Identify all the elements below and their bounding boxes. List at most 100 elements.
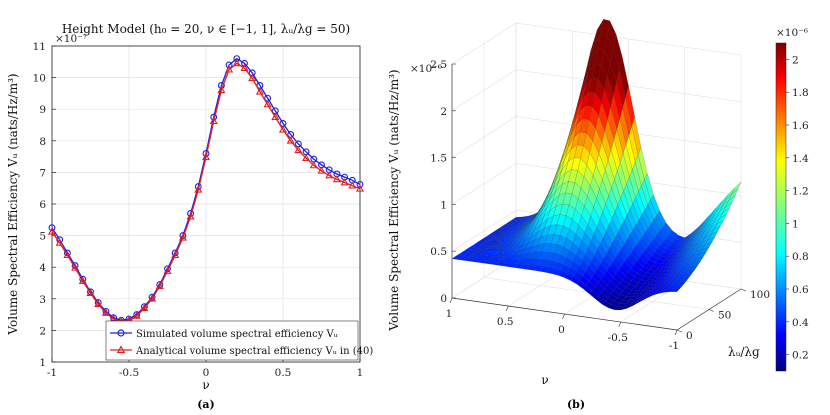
y-tick-label: 11 [33,41,46,53]
data-point-analytical [78,276,87,284]
x-tick-label: -0.5 [119,367,139,379]
data-point-analytical [186,212,195,220]
z-exponent: ×10⁻⁶ [410,63,442,75]
data-point-analytical [178,233,187,241]
nu-tick-mark [449,297,453,304]
nu-axis-label: ν [541,373,548,387]
colorbar-exponent: ×10⁻⁶ [776,27,808,39]
x-tick-label: 1 [357,367,364,379]
data-point-analytical [94,299,103,308]
y-tick-label: 5 [39,231,46,243]
data-point-analytical [132,311,141,319]
data-point-analytical [225,65,234,73]
data-point-simulated [102,307,110,315]
colorbar-tick-label: 0.6 [792,284,809,296]
z-tick-label: 0 [440,293,447,305]
data-point-simulated [156,281,164,289]
data-point-analytical [55,238,64,246]
colorbar-tick-label: 1.4 [792,153,809,165]
left-chart: Height Model (h₀ = 20, ν ∈ [−1, 1], λᵤ/λ… [6,22,373,411]
colorbar-gradient [775,42,787,372]
colorbar-tick-label: 2 [792,54,799,66]
y-tick-label: 8 [39,136,46,148]
data-point-simulated [356,180,364,188]
colorbar: 0.2 0.4 0.6 0.8 1 1.2 1.4 1.6 1.8 2 ×10⁻⁶ [775,27,809,372]
right-chart: 0 0.5 1 1.5 2 2.5 1 0.5 0 -0.5 -1 0 50 100 ×10⁻⁶ Vo… [387,19,770,411]
y-tick-label: 10 [33,73,46,85]
caption-a: (a) [197,398,215,411]
colorbar-tick-label: 0.8 [792,251,809,263]
ratio-tick-label: 0 [686,330,693,342]
z-tick-label: 0.5 [430,246,447,258]
left-x-ticks: -1 -0.5 0 0.5 1 [47,358,363,379]
colorbar-tick-label: 1.2 [792,186,809,198]
ratio-tick-mark [676,329,683,333]
surface-patch [670,288,681,292]
ratio-axis-label: λᵤ/λɡ [728,345,760,359]
nu-tick-mark [618,321,622,328]
data-point-analytical [271,112,280,120]
y-tick-label: 9 [39,104,46,116]
nu-tick-mark [562,313,565,320]
data-point-analytical [155,281,164,290]
z-axis-label: Volume Spectral Efficiency Vᵤ (nats/Hz/m… [387,69,401,331]
legend-label-analytical: Analytical volume spectral efficiency Vᵤ… [135,346,373,357]
data-point-analytical [140,303,149,312]
y-tick-label: 6 [39,199,46,211]
nu-tick-label: -0.5 [608,332,628,344]
legend-marker-simulated [117,329,125,337]
ratio-tick-mark [740,288,747,292]
x-tick-label: 0.5 [275,367,292,379]
data-point-analytical [47,227,57,235]
data-point-analytical [201,152,211,161]
legend: Simulated volume spectral efficiency Vᵤ … [105,320,373,361]
data-point-analytical [294,145,303,154]
data-point-analytical [101,308,110,316]
left-y-ticks: 1 2 3 4 5 6 7 8 9 10 11 [33,41,56,369]
data-point-analytical [278,125,288,133]
nu-tick-mark [505,305,509,312]
left-y-label: Volume Spectral Efficiency Vᵤ (nats/Hz/m… [6,73,20,335]
left-chart-title: Height Model (h₀ = 20, ν ∈ [−1, 1], λᵤ/λ… [62,22,350,36]
legend-marker-analytical [116,345,126,354]
ratio-ticks: 0 50 100 [676,288,770,342]
data-point-analytical [194,185,203,193]
z-ticks: 0 0.5 1 1.5 2 2.5 [430,59,456,305]
y-tick-label: 4 [39,262,46,274]
caption-b: (b) [567,398,585,411]
data-point-analytical [171,250,180,259]
y-tick-label: 1 [39,357,46,369]
data-point-analytical [348,181,357,189]
data-point-analytical [209,116,218,125]
nu-tick-label: -1 [669,340,679,352]
legend-label-simulated: Simulated volume spectral efficiency Vᵤ [136,329,338,340]
surface-mesh [451,19,742,311]
data-point-analytical [325,171,334,179]
left-x-label: ν [202,378,209,392]
data-point-analytical [217,85,226,94]
x-tick-label: 0 [203,367,210,379]
z-tick-label: 2 [440,106,447,118]
nu-ticks: 1 0.5 0 -0.5 -1 [446,297,679,352]
data-point-simulated [94,299,102,307]
data-point-simulated [140,303,148,311]
data-point-analytical [163,266,172,274]
colorbar-ticks: 0.2 0.4 0.6 0.8 1 1.2 1.4 1.6 1.8 2 [786,54,809,362]
data-point-analytical [302,153,311,162]
data-point-analytical [255,87,264,95]
nu-tick-label: 1 [446,308,453,320]
data-point-analytical [286,136,295,144]
colorbar-tick-label: 1.6 [792,120,809,132]
data-point-analytical [240,63,249,71]
data-point-analytical [332,174,341,183]
nu-tick-label: 0.5 [497,316,514,328]
data-point-simulated [148,293,156,301]
ratio-tick-mark [708,309,715,312]
data-point-analytical [309,161,318,169]
ratio-tick-label: 50 [718,310,731,322]
data-point-analytical [148,294,157,302]
z-tick-label: 1 [440,199,447,211]
data-point-analytical [340,178,349,186]
z-tick-label: 2.5 [430,59,447,71]
